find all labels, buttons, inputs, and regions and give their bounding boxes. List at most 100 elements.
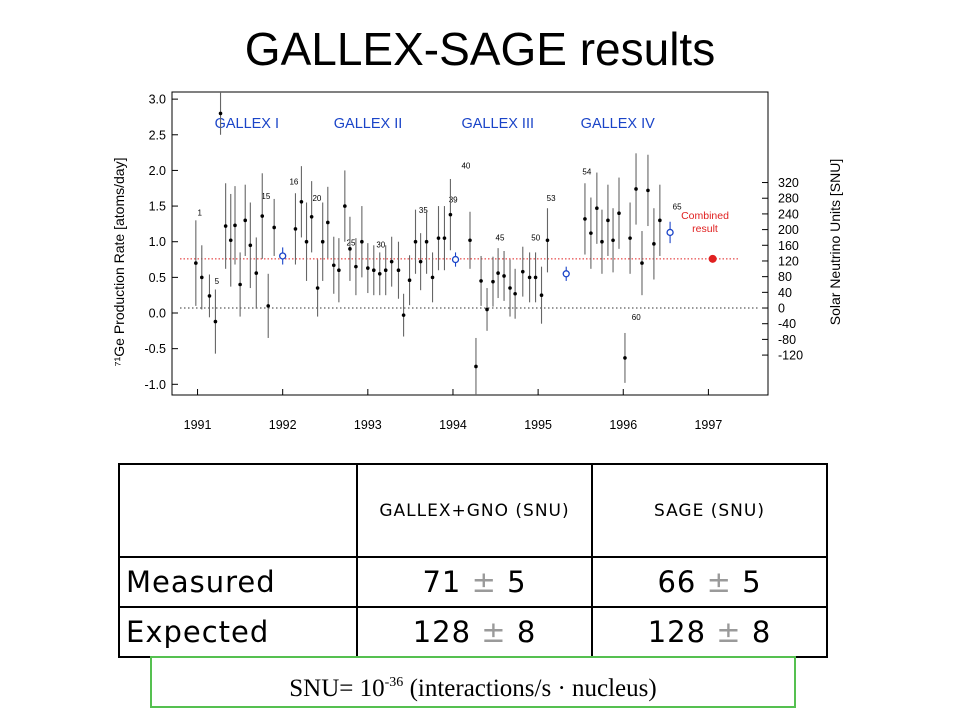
data-point — [248, 243, 253, 248]
data-point — [218, 111, 223, 116]
data-point — [243, 218, 248, 223]
right-y-tick-label: 320 — [778, 176, 799, 190]
data-point — [491, 279, 495, 284]
data-point — [304, 239, 309, 244]
error: 8 — [516, 615, 537, 649]
data-point — [254, 271, 259, 275]
data-point — [377, 272, 382, 276]
right-y-tick-label: -40 — [778, 317, 796, 331]
data-point — [331, 263, 336, 268]
data-point — [309, 214, 314, 219]
right-y-tick-label: 160 — [778, 239, 799, 253]
run-number-label: 40 — [461, 161, 470, 170]
data-point — [213, 319, 218, 324]
data-point — [589, 231, 593, 235]
period-label: GALLEX II — [334, 116, 403, 132]
data-point — [389, 259, 394, 264]
data-point — [513, 291, 517, 296]
x-tick-labels: 1991 1992 1993 1994 1995 1996 1997 — [184, 418, 723, 432]
data-point — [223, 224, 228, 228]
run-number-label: 25 — [347, 238, 356, 247]
right-y-tick-label: 0 — [778, 302, 785, 316]
left-y-tick-label: -1.0 — [144, 378, 166, 392]
data-point — [436, 236, 441, 240]
snu-prefix: SNU= 10 — [289, 675, 385, 702]
left-y-axis-label: ⁷¹Ge Production Rate [atoms/day] — [111, 158, 127, 367]
data-point — [634, 187, 638, 191]
plus-minus-symbol: ± — [471, 565, 497, 599]
run-number-label: 35 — [419, 206, 428, 215]
combined-result-label: Combined — [681, 210, 729, 222]
data-point — [299, 199, 304, 204]
x-tick-label: 1996 — [609, 418, 637, 432]
left-y-tick-label: 0.5 — [149, 271, 166, 285]
row-label-expected: Expected — [118, 606, 358, 658]
run-number-label: 5 — [215, 277, 220, 286]
error: 5 — [742, 565, 762, 599]
expected-sage-value: 128 ± 8 — [591, 606, 828, 658]
table-row: Measured 71 ± 5 66 ± 5 — [118, 556, 828, 608]
value: 71 — [422, 565, 462, 599]
data-point — [401, 313, 406, 317]
data-point — [396, 268, 401, 273]
run-number-label: 1 — [198, 208, 203, 217]
period-average-point — [279, 252, 287, 260]
data-point — [228, 238, 233, 243]
run-number-label: 45 — [496, 233, 505, 242]
run-number-label: 16 — [289, 178, 298, 187]
data-point — [539, 293, 544, 297]
right-y-tick-label: -120 — [778, 349, 803, 363]
x-tick-label: 1993 — [354, 418, 382, 432]
data-point — [418, 259, 423, 264]
data-point — [583, 217, 587, 221]
data-point — [606, 218, 610, 223]
run-number-label: 53 — [547, 194, 556, 203]
left-y-tick-label: 1.0 — [149, 235, 166, 249]
results-table: GALLEX+GNO (SNU) SAGE (SNU) Measured 71 … — [118, 463, 828, 658]
data-point — [371, 268, 376, 273]
data-point — [652, 242, 656, 246]
measured-gallex-value: 71 ± 5 — [356, 556, 593, 608]
data-point — [320, 239, 325, 244]
data-point — [337, 268, 341, 273]
data-points — [194, 92, 717, 395]
data-point — [260, 214, 265, 218]
row-label-measured: Measured — [118, 556, 358, 608]
data-point — [628, 236, 632, 240]
x-tick-label: 1995 — [524, 418, 552, 432]
data-point — [496, 271, 500, 275]
run-number-label: 15 — [261, 192, 270, 201]
data-point — [442, 236, 447, 240]
right-y-tick-label: 40 — [778, 286, 792, 300]
data-point — [448, 212, 453, 217]
data-point — [383, 268, 388, 273]
data-point — [233, 223, 237, 228]
run-number-label: 20 — [312, 194, 321, 203]
left-y-tick-label: 0.0 — [149, 307, 166, 321]
period-label: GALLEX I — [215, 116, 279, 132]
plus-minus-symbol: ± — [706, 565, 732, 599]
data-point — [238, 282, 242, 287]
table-row: Expected 128 ± 8 128 ± 8 — [118, 606, 828, 658]
data-point — [343, 204, 347, 208]
run-number-label: 65 — [673, 203, 682, 212]
value: 128 — [412, 615, 472, 649]
data-point — [194, 261, 198, 265]
data-point — [468, 238, 472, 243]
snu-definition-box: SNU= 10-36 (interactions/s · nucleus) — [150, 656, 796, 708]
data-point — [646, 188, 650, 193]
combined-result-point — [708, 254, 717, 263]
left-y-tick-label: 2.0 — [149, 164, 166, 178]
snu-suffix: (interactions/s · nucleus) — [403, 675, 657, 702]
run-number-label: 54 — [582, 168, 591, 177]
period-labels: GALLEX I GALLEX II GALLEX III GALLEX IV — [215, 116, 656, 132]
data-point — [617, 211, 621, 215]
data-point — [623, 356, 627, 360]
data-point — [207, 294, 212, 298]
table-header-sage: SAGE (SNU) — [591, 463, 828, 558]
data-point — [326, 220, 330, 225]
slide-title: GALLEX-SAGE results — [244, 23, 716, 75]
data-point — [611, 238, 615, 243]
